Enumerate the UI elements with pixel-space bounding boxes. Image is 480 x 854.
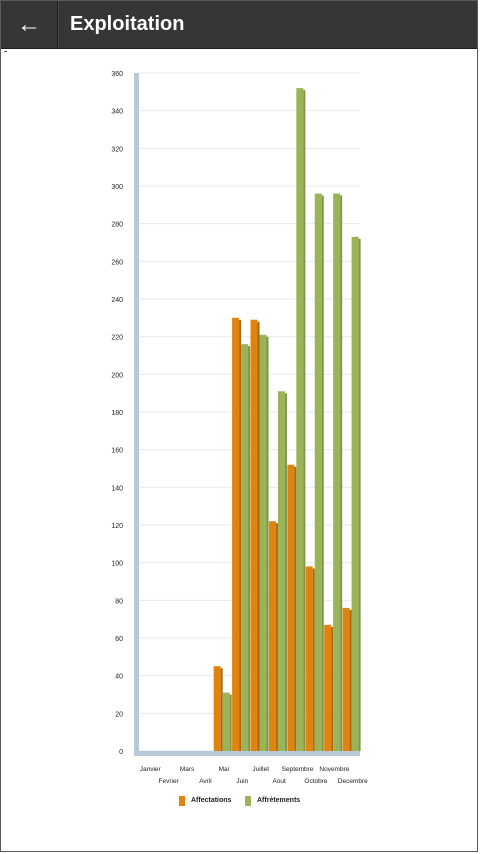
bar (277, 391, 285, 751)
y-tick-label: 20 (115, 711, 123, 718)
x-tick-label: Mars (180, 766, 195, 773)
bar-side (239, 319, 242, 751)
y-tick-label: 180 (111, 410, 123, 417)
bar-side (321, 195, 324, 752)
bar-side (312, 568, 315, 751)
x-tick-label: Septembre (282, 766, 314, 773)
bar-side (358, 238, 361, 752)
y-tick-label: 80 (115, 598, 123, 605)
bar-side (229, 694, 232, 751)
bar-side (257, 321, 260, 751)
y-tick-label: 260 (111, 259, 123, 266)
y-tick-label: 40 (115, 674, 123, 681)
y-tick-label: 240 (111, 297, 123, 304)
y-tick-label: 0 (119, 749, 123, 756)
y-tick-label: 100 (111, 561, 123, 568)
bar (314, 193, 322, 752)
bar (250, 319, 258, 751)
x-tick-label: Juillet (252, 766, 269, 773)
bar (333, 193, 341, 752)
bar (296, 88, 304, 752)
divider (4, 51, 7, 52)
bar-side (284, 393, 287, 751)
bar (259, 334, 267, 751)
bar (241, 344, 249, 751)
app-bar: ← Exploitation (1, 1, 477, 49)
bar (342, 607, 350, 751)
legend-swatch (245, 796, 251, 806)
bar (287, 464, 295, 751)
bar (232, 317, 240, 751)
bar (351, 236, 359, 752)
x-tick-label: Octobre (304, 778, 328, 785)
y-tick-label: 280 (111, 222, 123, 229)
bar-side (331, 626, 334, 751)
page-title: Exploitation (70, 13, 185, 35)
y-tick-label: 120 (111, 523, 123, 530)
bar-side (248, 346, 251, 751)
bar-side (303, 90, 306, 752)
legend-swatch (179, 796, 185, 806)
x-axis-floor (134, 751, 360, 756)
back-button[interactable]: ← (1, 1, 58, 48)
y-axis-wall (134, 73, 139, 751)
bar (305, 566, 313, 751)
bar (324, 624, 332, 751)
x-tick-label: Novembre (319, 766, 349, 773)
x-tick-label: Avril (199, 778, 212, 785)
arrow-left-icon: ← (17, 10, 41, 38)
y-tick-label: 320 (111, 146, 123, 153)
bar-side (220, 668, 223, 751)
x-tick-label: Decembre (338, 778, 368, 785)
x-tick-label: Fevrier (159, 778, 180, 785)
legend-label: Affrètements (257, 797, 300, 804)
y-tick-label: 300 (111, 184, 123, 191)
y-tick-label: 220 (111, 335, 123, 342)
y-tick-label: 140 (111, 485, 123, 492)
bar-side (340, 195, 343, 752)
y-tick-label: 360 (111, 71, 123, 78)
bar-side (349, 609, 352, 751)
y-tick-label: 160 (111, 448, 123, 455)
legend-label: Affectations (191, 797, 232, 804)
x-tick-label: Mai (219, 766, 229, 773)
x-tick-label: Janvier (140, 766, 162, 773)
bar-side (275, 523, 278, 751)
bar-side (294, 466, 297, 751)
y-tick-label: 60 (115, 636, 123, 643)
y-tick-label: 340 (111, 109, 123, 116)
bar-side (266, 336, 269, 751)
x-tick-label: Juin (236, 778, 248, 785)
y-tick-label: 200 (111, 372, 123, 379)
bar (222, 692, 230, 751)
bar (213, 666, 221, 751)
x-tick-label: Aout (272, 778, 286, 785)
bar (268, 521, 276, 751)
